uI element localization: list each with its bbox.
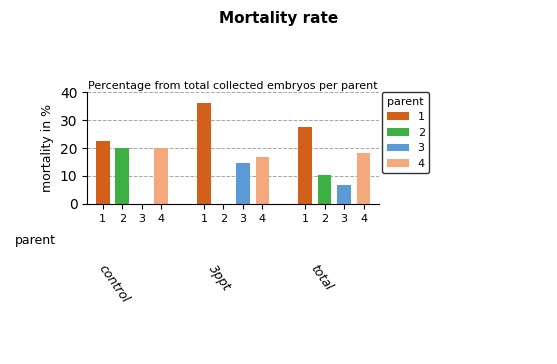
Y-axis label: mortality in %: mortality in % (41, 104, 55, 192)
Text: parent: parent (15, 234, 56, 248)
Bar (115, 148, 129, 204)
Bar (96, 141, 110, 204)
Title: Percentage from total collected embryos per parent: Percentage from total collected embryos … (89, 82, 378, 91)
Text: control: control (96, 262, 132, 305)
Text: total: total (307, 262, 334, 293)
Legend: 1, 2, 3, 4: 1, 2, 3, 4 (382, 92, 429, 173)
Bar (154, 148, 168, 204)
Bar (299, 127, 312, 204)
Bar (236, 163, 250, 204)
Text: Mortality rate: Mortality rate (219, 11, 338, 26)
Bar (338, 185, 351, 204)
Bar (357, 153, 370, 204)
Text: 3ppt: 3ppt (206, 262, 233, 293)
Bar (318, 175, 331, 204)
Bar (197, 103, 211, 204)
Bar (256, 157, 269, 204)
